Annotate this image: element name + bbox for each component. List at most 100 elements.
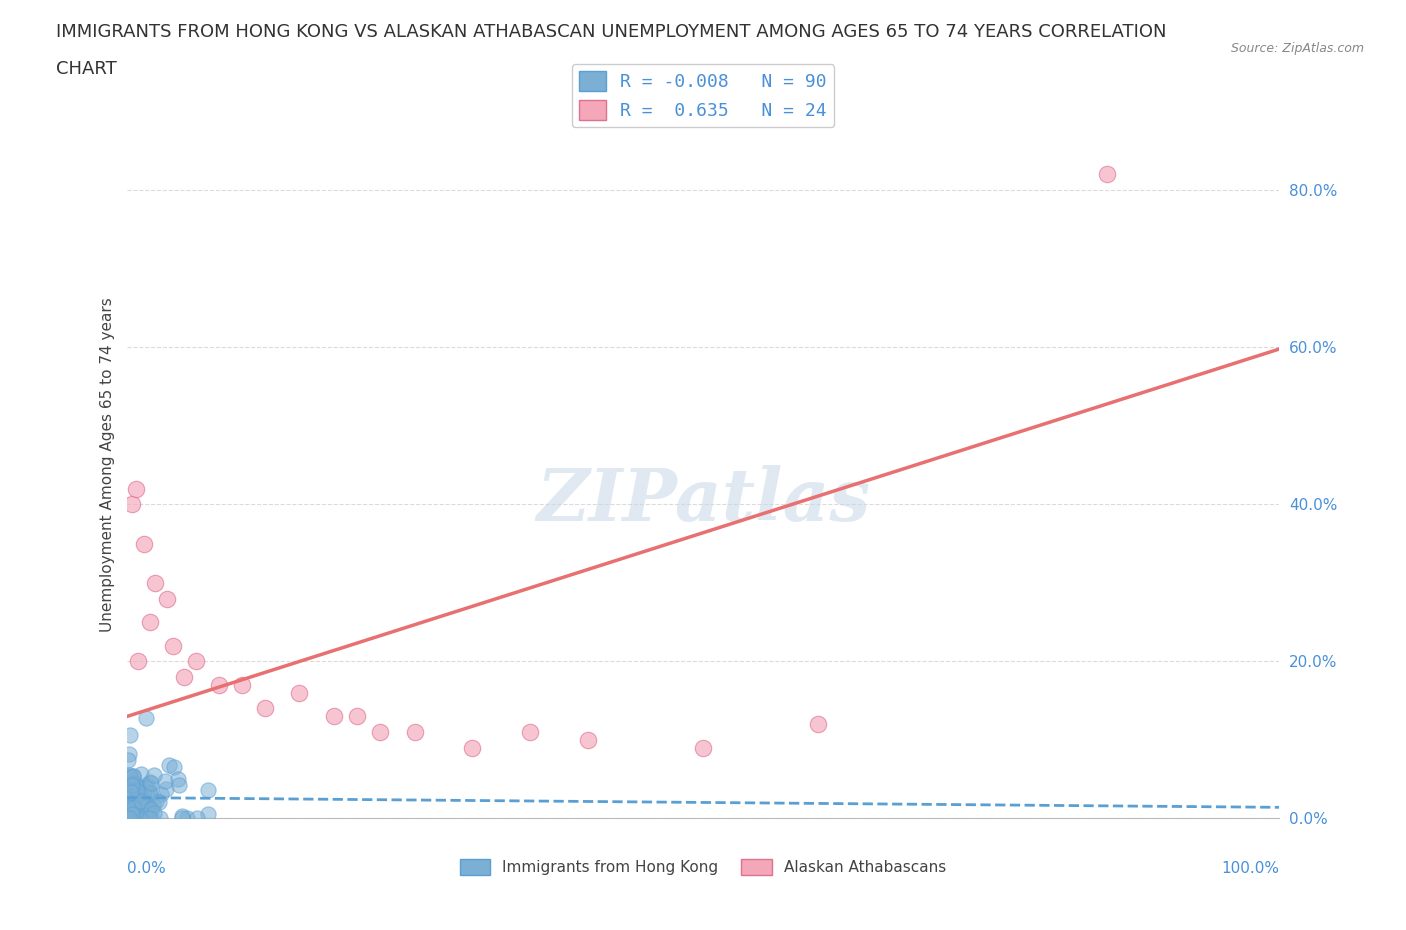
Point <box>150 786 173 801</box>
Point <box>122 801 145 816</box>
Text: ZIPatlas: ZIPatlas <box>536 465 870 536</box>
Point <box>127 654 149 669</box>
Point <box>131 811 153 826</box>
Point <box>157 757 180 772</box>
Point <box>125 782 148 797</box>
Point <box>115 792 138 807</box>
Y-axis label: Unemployment Among Ages 65 to 74 years: Unemployment Among Ages 65 to 74 years <box>100 298 115 632</box>
Point <box>167 777 190 792</box>
Point <box>128 806 150 821</box>
Point <box>128 804 150 819</box>
Point <box>231 677 253 692</box>
Point <box>118 727 141 742</box>
Text: IMMIGRANTS FROM HONG KONG VS ALASKAN ATHABASCAN UNEMPLOYMENT AMONG AGES 65 TO 74: IMMIGRANTS FROM HONG KONG VS ALASKAN ATH… <box>56 23 1167 41</box>
Point <box>145 793 167 808</box>
Point <box>807 717 830 732</box>
Point <box>138 811 160 826</box>
Point <box>115 806 138 821</box>
Point <box>117 803 139 817</box>
Text: CHART: CHART <box>56 60 117 78</box>
Point <box>129 793 152 808</box>
Point <box>170 811 193 826</box>
Point <box>121 796 143 811</box>
Point <box>135 781 157 796</box>
Point <box>136 799 159 814</box>
Point <box>139 811 162 826</box>
Point <box>253 701 276 716</box>
Point <box>118 811 141 826</box>
Point <box>149 811 172 826</box>
Point <box>118 804 141 819</box>
Point <box>139 786 162 801</box>
Point <box>143 768 166 783</box>
Point <box>128 795 150 810</box>
Point <box>115 768 138 783</box>
Point <box>208 677 231 692</box>
Point <box>120 776 142 790</box>
Point <box>121 497 143 512</box>
Point <box>125 481 148 496</box>
Point <box>129 766 152 781</box>
Point <box>127 803 149 817</box>
Point <box>153 774 176 789</box>
Point <box>162 638 184 653</box>
Point <box>121 770 143 785</box>
Point <box>128 786 150 801</box>
Point <box>117 801 139 816</box>
Point <box>143 805 166 820</box>
Point <box>167 772 190 787</box>
Point <box>129 811 152 826</box>
Point <box>176 811 198 826</box>
Point <box>138 787 160 802</box>
Point <box>125 788 148 803</box>
Point <box>121 777 143 792</box>
Point <box>136 777 159 792</box>
Point <box>128 789 150 804</box>
Point <box>121 811 143 826</box>
Point <box>117 753 139 768</box>
Point <box>346 709 368 724</box>
Point <box>121 768 143 783</box>
Point <box>121 769 143 784</box>
Point <box>115 804 138 818</box>
Point <box>120 801 142 816</box>
Point <box>155 781 177 796</box>
Point <box>115 811 138 826</box>
Point <box>124 777 146 791</box>
Point <box>135 711 157 725</box>
Point <box>122 777 145 791</box>
Point <box>138 801 160 816</box>
Point <box>129 803 152 817</box>
Point <box>288 685 311 700</box>
Point <box>692 740 714 755</box>
Point <box>131 796 153 811</box>
Point <box>121 781 143 796</box>
Text: Source: ZipAtlas.com: Source: ZipAtlas.com <box>1230 42 1364 55</box>
Point <box>132 536 155 551</box>
Text: 0.0%: 0.0% <box>127 861 166 876</box>
Point <box>125 811 148 826</box>
Point <box>121 807 143 822</box>
Point <box>135 810 157 825</box>
Point <box>122 797 145 812</box>
Point <box>117 802 139 817</box>
Text: 100.0%: 100.0% <box>1222 861 1279 876</box>
Point <box>368 724 391 739</box>
Point <box>172 808 194 823</box>
Point <box>127 784 149 799</box>
Point <box>120 785 142 800</box>
Point <box>186 811 208 826</box>
Point <box>145 576 166 591</box>
Point <box>134 782 156 797</box>
Point <box>163 760 186 775</box>
Point <box>120 790 142 804</box>
Legend: Immigrants from Hong Kong, Alaskan Athabascans: Immigrants from Hong Kong, Alaskan Athab… <box>454 853 952 882</box>
Point <box>197 782 219 797</box>
Point <box>138 615 160 630</box>
Point <box>184 654 207 669</box>
Point <box>519 724 541 739</box>
Point <box>323 709 346 724</box>
Point <box>197 806 219 821</box>
Point <box>404 724 426 739</box>
Point <box>139 802 162 817</box>
